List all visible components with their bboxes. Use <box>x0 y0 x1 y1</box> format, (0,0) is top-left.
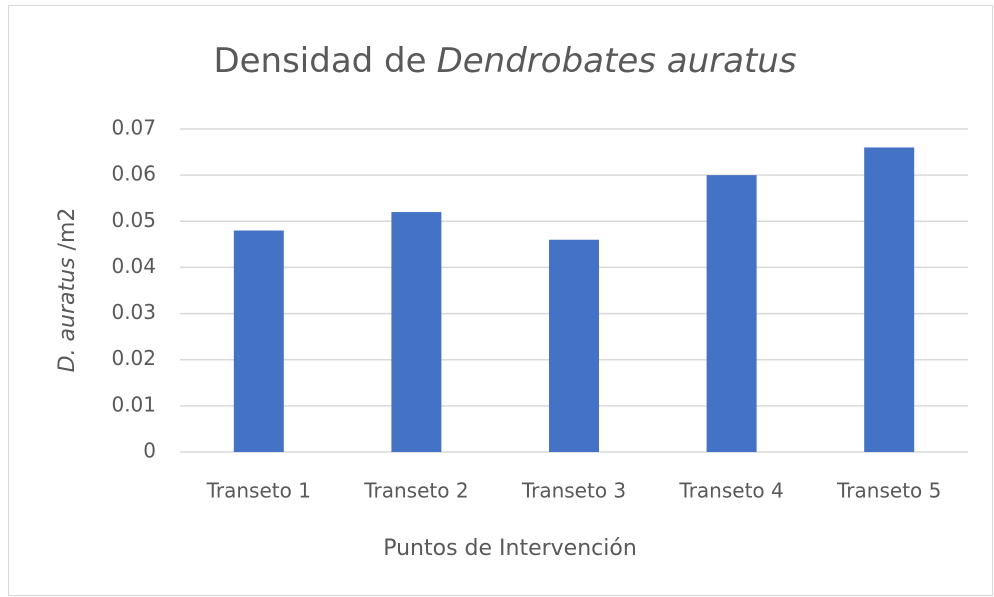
y-tick-label: 0.03 <box>111 300 156 324</box>
y-tick-label: 0.04 <box>111 254 156 278</box>
bar <box>549 239 599 452</box>
title-plain: Densidad de <box>213 41 426 81</box>
y-tick-label: 0.07 <box>111 116 156 140</box>
y-label-italic: D. auratus <box>55 257 80 372</box>
y-tick-label: 0 <box>143 439 156 463</box>
chart-border <box>8 5 993 596</box>
bar <box>706 175 757 452</box>
y-axis-label: D. auratus/m2 <box>55 208 80 373</box>
x-tick-label: Transeto 3 <box>521 479 626 503</box>
bar <box>391 212 442 452</box>
bar <box>233 230 284 452</box>
title-italic: Dendrobates auratus <box>437 41 797 81</box>
y-tick-label: 0.01 <box>111 392 156 416</box>
y-tick-label: 0.02 <box>111 346 156 370</box>
x-tick-label: Transeto 4 <box>678 479 783 503</box>
x-tick-label: Transeto 2 <box>363 479 468 503</box>
x-axis-label: Puntos de Intervención <box>383 536 637 561</box>
bar <box>864 147 915 452</box>
chart-title: Densidad de Dendrobates auratus <box>213 41 796 81</box>
x-tick-label: Transeto 5 <box>836 479 941 503</box>
y-label-plain: /m2 <box>55 208 80 251</box>
y-tick-label: 0.05 <box>111 208 156 232</box>
x-tick-label: Transeto 1 <box>206 479 311 503</box>
y-tick-label: 0.06 <box>111 162 156 186</box>
